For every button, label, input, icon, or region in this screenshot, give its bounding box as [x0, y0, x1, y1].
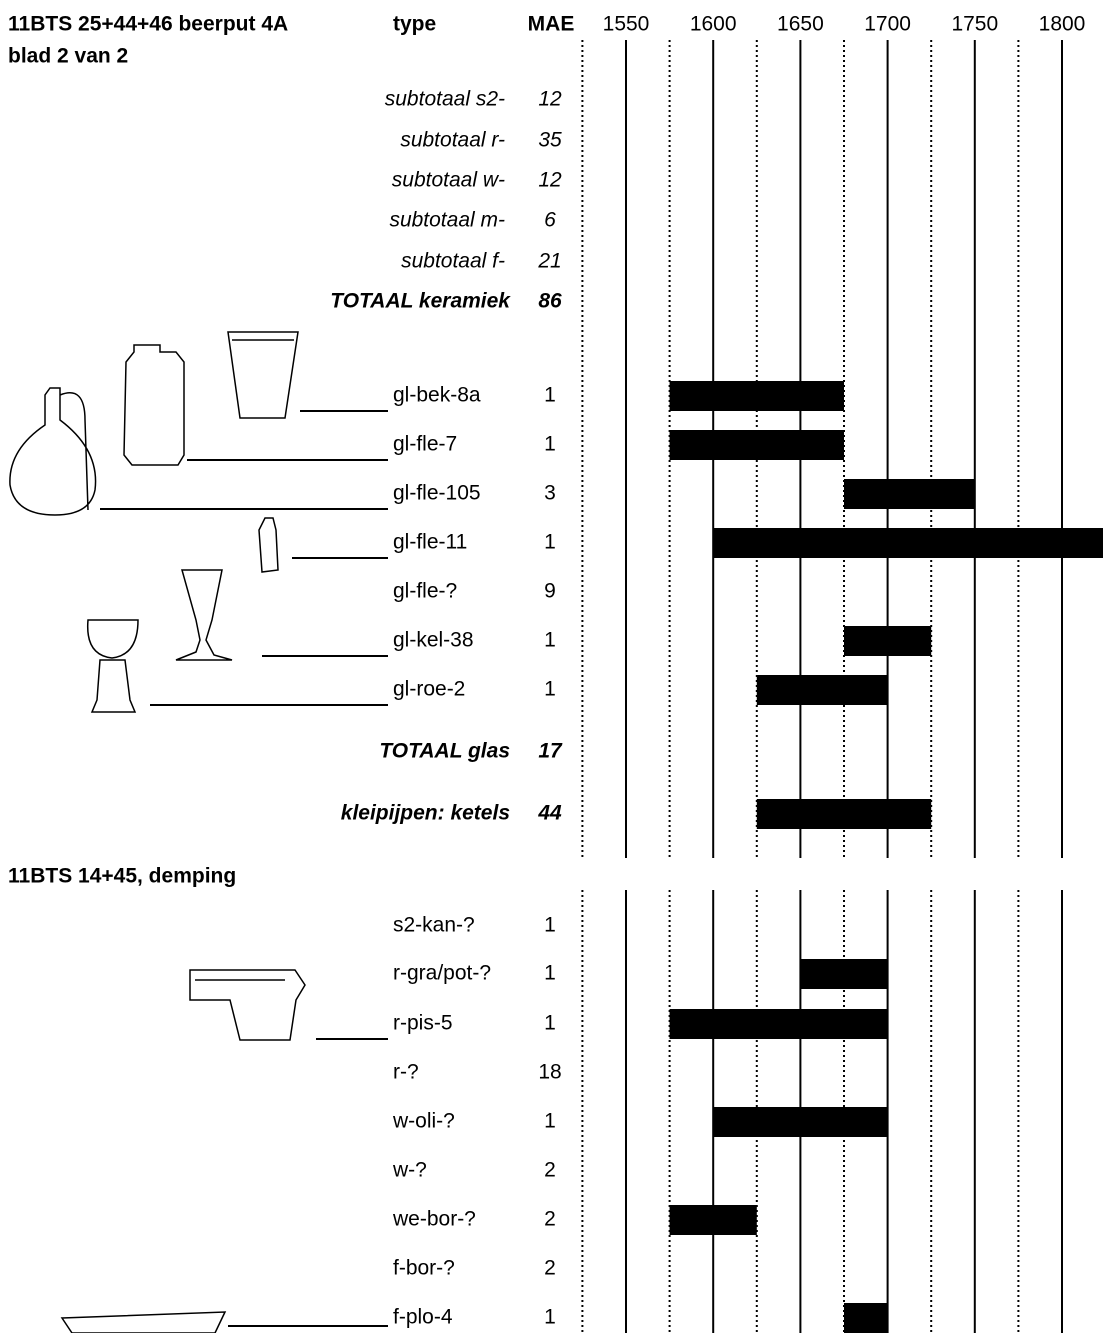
row-label: gl-fle-?: [393, 580, 457, 603]
row-label: gl-fle-105: [393, 482, 481, 505]
row-label: r-?: [393, 1061, 419, 1084]
date-range-bar: [669, 430, 844, 460]
x-tick-label: 1650: [777, 13, 824, 36]
row-count: 1: [544, 384, 556, 407]
row-label: subtotaal m-: [389, 209, 505, 232]
roemer-drawing: [86, 619, 139, 713]
row-count: 21: [537, 250, 561, 273]
dish-drawing: [60, 1311, 227, 1333]
row-label: kleipijpen: ketels: [341, 802, 510, 825]
date-range-bar: [669, 1009, 888, 1039]
row-count: 1: [544, 1306, 556, 1329]
date-range-bar: [844, 1303, 888, 1333]
row-label: TOTAAL keramiek: [330, 290, 511, 313]
row-count: 6: [544, 209, 556, 232]
row-count: 1: [544, 1012, 556, 1035]
row-label: w-?: [392, 1159, 427, 1182]
row-count: 12: [538, 169, 562, 192]
row-count: 1: [544, 678, 556, 701]
date-range-bar: [669, 1205, 757, 1235]
date-range-bar: [713, 1107, 888, 1137]
date-range-bar: [713, 528, 1103, 558]
row-label: r-pis-5: [393, 1012, 453, 1035]
row-count: 2: [544, 1257, 556, 1280]
date-range-bar: [800, 959, 888, 989]
row-count: 1: [544, 531, 556, 554]
row-count: 2: [544, 1208, 556, 1231]
date-range-bar: [756, 675, 888, 705]
row-count: 35: [538, 129, 562, 152]
row-label: subtotaal s2-: [385, 88, 505, 111]
sheet-label: blad 2 van 2: [8, 45, 128, 68]
row-label: subtotaal r-: [400, 129, 505, 152]
row-label: TOTAAL glas: [379, 740, 510, 763]
row-count: 86: [538, 290, 562, 313]
row-label: f-bor-?: [393, 1257, 455, 1280]
x-tick-label: 1550: [603, 13, 650, 36]
x-tick-label: 1800: [1039, 13, 1086, 36]
row-count: 18: [538, 1061, 561, 1084]
date-range-bar: [844, 626, 932, 656]
row-label: gl-fle-11: [393, 531, 467, 554]
x-tick-label: 1700: [864, 13, 911, 36]
row-label: subtotaal w-: [392, 169, 505, 192]
chart-title: 11BTS 25+44+46 beerput 4A: [8, 13, 288, 36]
row-label: gl-kel-38: [393, 629, 474, 652]
x-tick-label: 1750: [951, 13, 998, 36]
row-label: we-bor-?: [392, 1208, 476, 1231]
row-label: gl-bek-8a: [393, 384, 481, 407]
row-count: 1: [544, 629, 556, 652]
row-count: 17: [538, 740, 563, 763]
row-label: gl-roe-2: [393, 678, 465, 701]
column-header: type: [393, 13, 436, 36]
row-label: subtotaal f-: [401, 250, 505, 273]
row-count: 12: [538, 88, 562, 111]
x-tick-label: 1600: [690, 13, 737, 36]
beaker-drawing: [227, 331, 299, 419]
row-count: 44: [537, 802, 562, 825]
bottle-drawing: [123, 344, 185, 466]
row-count: 1: [544, 962, 556, 985]
small-bottle-drawing: [258, 517, 279, 573]
row-count: 3: [544, 482, 556, 505]
row-count: 9: [544, 580, 556, 603]
date-range-bar: [756, 799, 932, 829]
row-count: 1: [544, 914, 556, 937]
row-count: 2: [544, 1159, 556, 1182]
row-count: 1: [544, 433, 556, 456]
jug-drawing: [9, 387, 97, 516]
illustrations: [9, 331, 388, 1333]
row-label: s2-kan-?: [393, 914, 475, 937]
date-range-bar: [844, 479, 975, 509]
row-label: f-plo-4: [393, 1306, 453, 1329]
bowl-drawing: [189, 969, 306, 1041]
section-title: 11BTS 14+45, demping: [8, 865, 236, 888]
wineglass-drawing: [175, 569, 233, 661]
row-label: w-oli-?: [392, 1110, 455, 1133]
date-range-bar: [669, 381, 844, 411]
row-count: 1: [544, 1110, 556, 1133]
column-header: MAE: [528, 13, 575, 36]
row-label: r-gra/pot-?: [393, 962, 491, 985]
row-label: gl-fle-7: [393, 433, 457, 456]
